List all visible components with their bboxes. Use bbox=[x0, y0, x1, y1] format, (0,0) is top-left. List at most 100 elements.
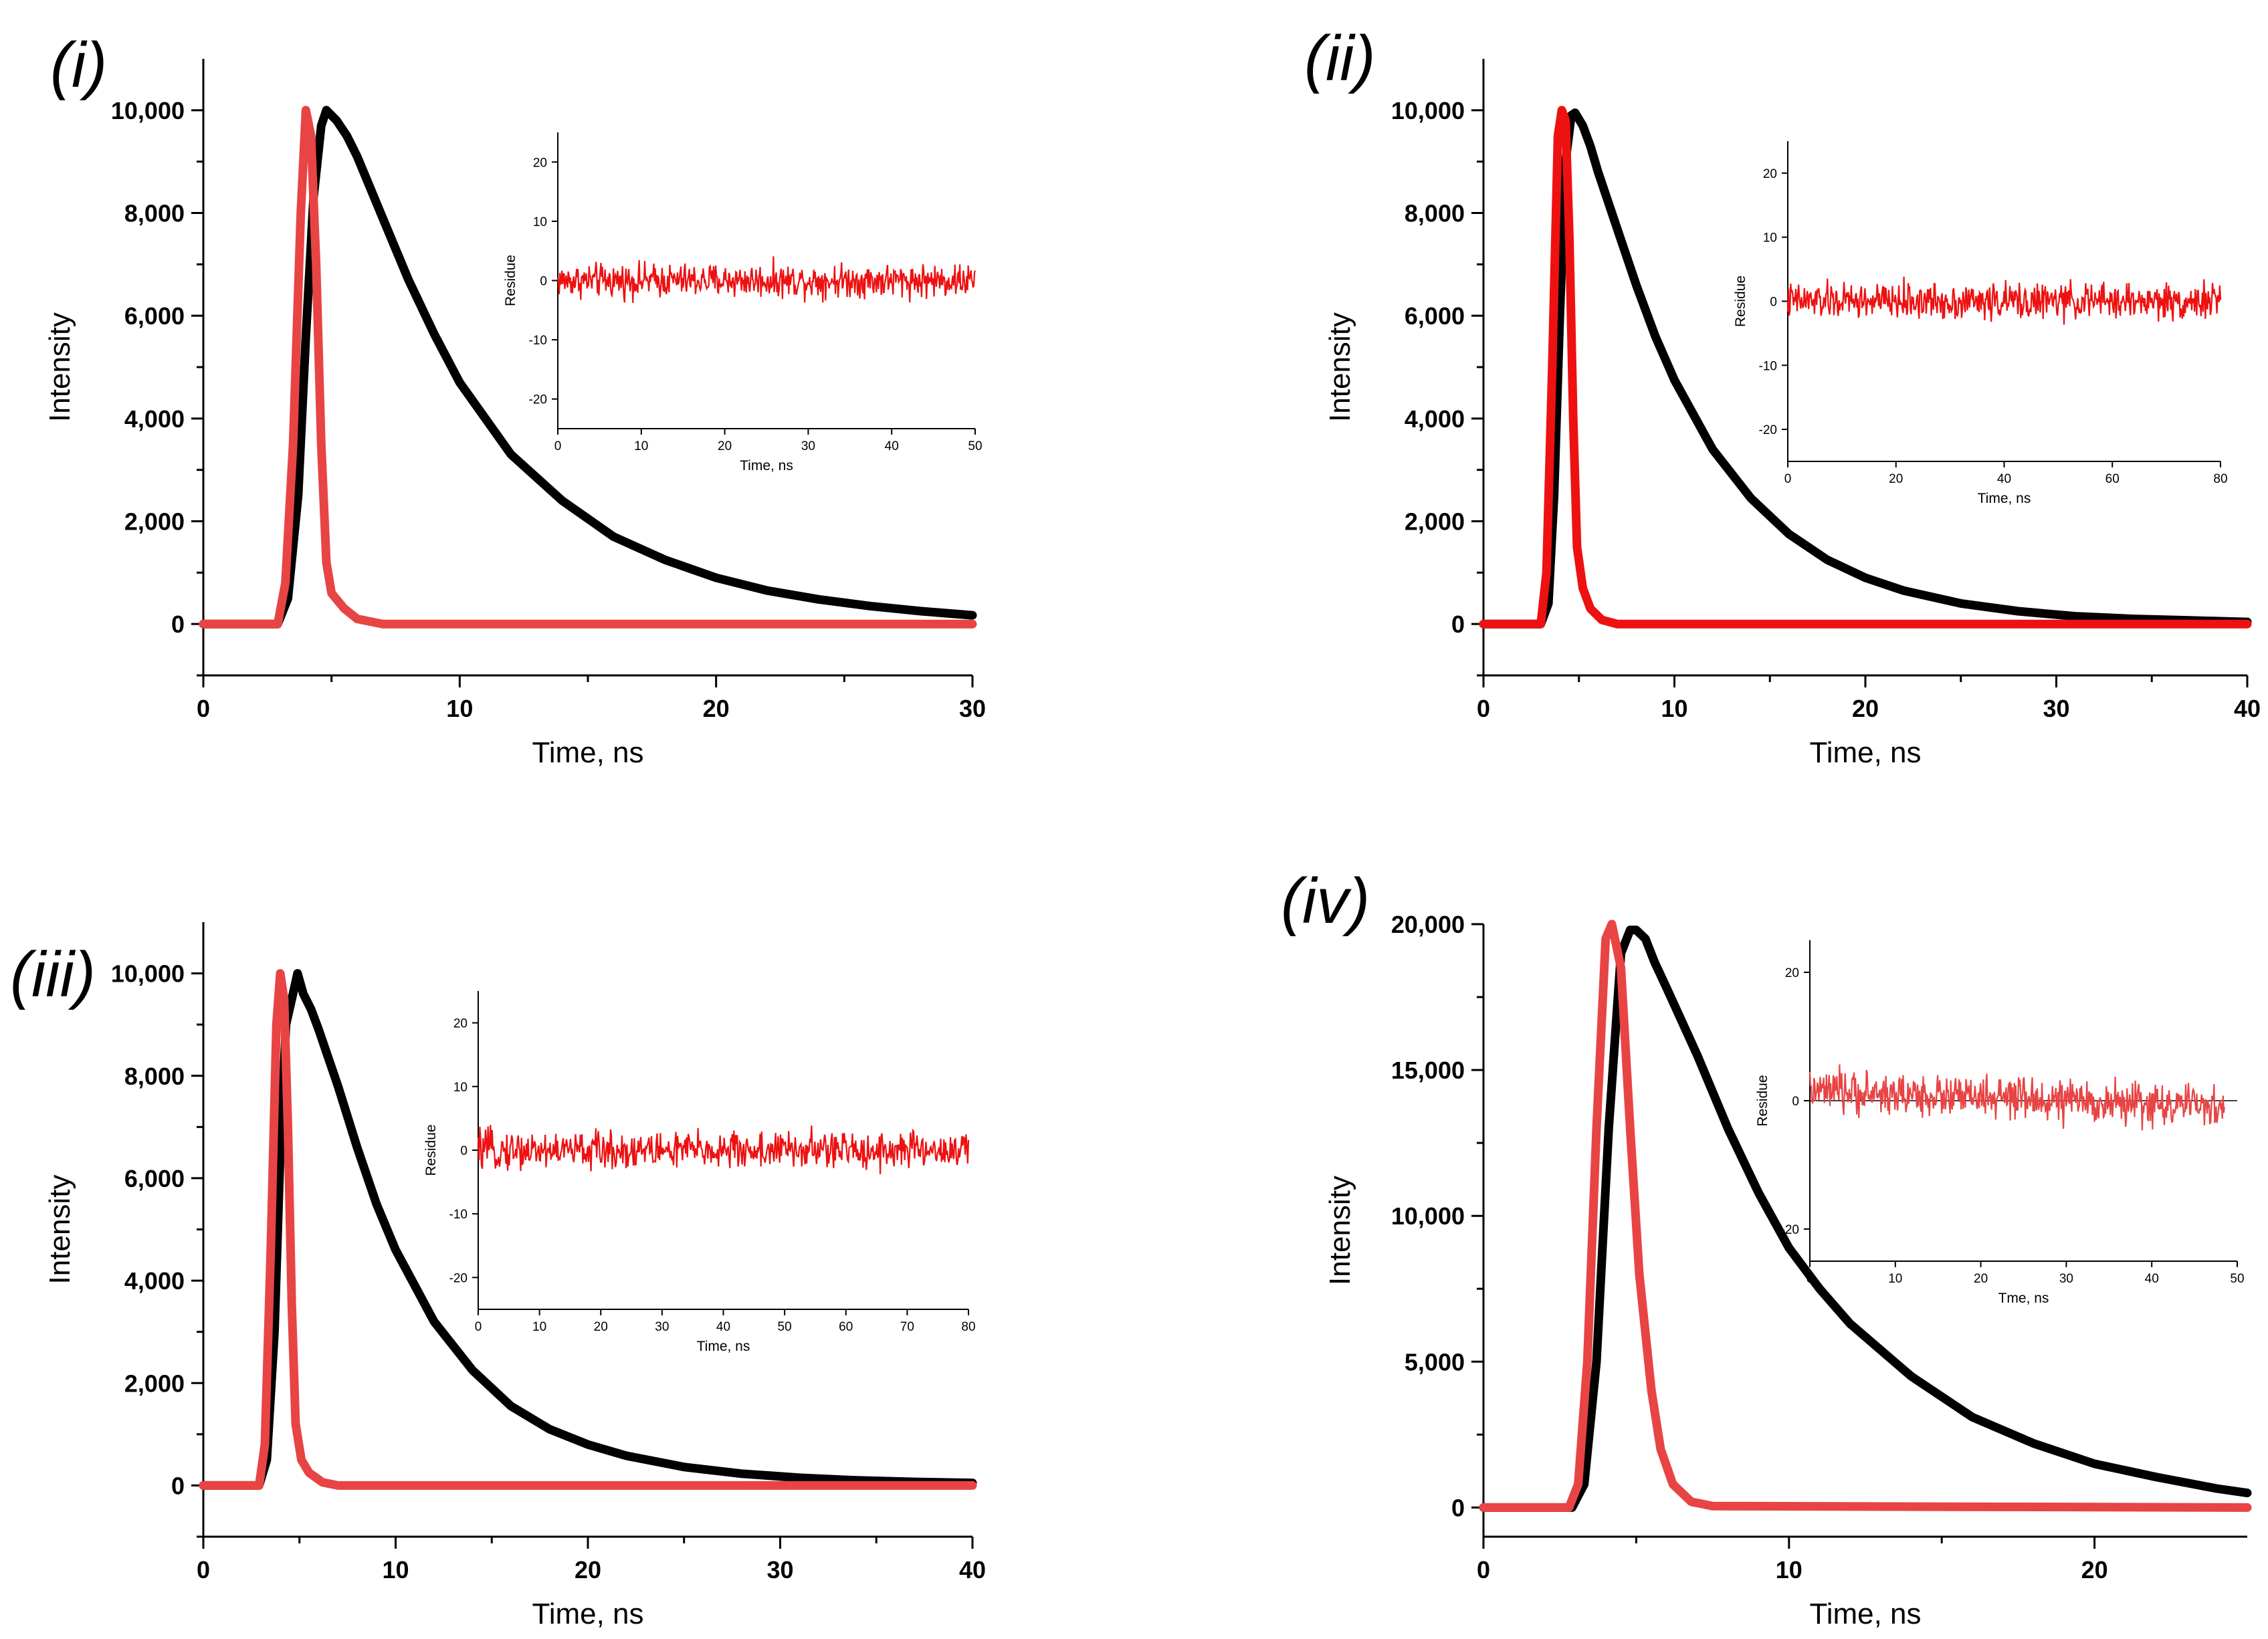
series-line-irf bbox=[1479, 919, 2252, 1512]
inset-residual-plot: -20 -10 0 10 20 0 10 20 30 40 50 Time, ns Residue bbox=[503, 132, 983, 473]
inset-x-tick-label: 20 bbox=[594, 1320, 608, 1334]
y-tick-label: 0 bbox=[171, 1472, 185, 1499]
x-tick-label: 20 bbox=[1852, 695, 1879, 722]
inset-y-tick-label: -20 bbox=[1759, 423, 1777, 437]
y-tick-label: 10,000 bbox=[1391, 1202, 1465, 1230]
x-tick-label: 10 bbox=[382, 1556, 409, 1583]
y-axis-title: Intensity bbox=[1324, 312, 1356, 422]
inset-y-tick-label: 20 bbox=[533, 156, 547, 170]
x-tick-label: 20 bbox=[2081, 1556, 2108, 1583]
inset-x-tick-label: 40 bbox=[1997, 472, 2011, 486]
panel-label: (i) bbox=[50, 29, 107, 101]
y-tick-label: 8,000 bbox=[1405, 200, 1465, 227]
inset-y-tick-label: 10 bbox=[453, 1081, 468, 1095]
chart-panel-1: 0 2,000 4,000 6,000 8,000 10,000 0 10 20 30 Time, … bbox=[43, 29, 986, 769]
inset-x-axis-title: Time, ns bbox=[740, 458, 793, 473]
y-axis-title: Intensity bbox=[1324, 1176, 1356, 1285]
y-axis-title: Intensity bbox=[43, 1175, 76, 1285]
inset-x-tick-label: 80 bbox=[2213, 472, 2227, 486]
inset-x-tick-label: 10 bbox=[532, 1320, 546, 1334]
chart-panel-2: 0 2,000 4,000 6,000 8,000 10,000 0 10 20 30 40 Time… bbox=[1304, 23, 2261, 769]
chart-panel-3: 0 2,000 4,000 6,000 8,000 10,000 0 10 20 30 40 Time… bbox=[10, 922, 986, 1630]
inset-residual-plot: -20 -10 0 10 20 0 10 20 30 40 50 60 70 80 Time, ns Resi… bbox=[423, 991, 976, 1354]
y-tick-label: 0 bbox=[1451, 1494, 1465, 1521]
inset-x-axis-title: Time, ns bbox=[1978, 491, 2031, 506]
x-axis-title: Time, ns bbox=[532, 736, 643, 769]
x-tick-label: 40 bbox=[959, 1556, 986, 1583]
inset-residual-trace bbox=[1809, 1064, 2225, 1131]
inset-x-tick-label: 60 bbox=[839, 1320, 853, 1334]
y-tick-label: 2,000 bbox=[1405, 508, 1465, 536]
inset-x-tick-label: 40 bbox=[2145, 1272, 2159, 1286]
y-tick-label: 8,000 bbox=[124, 200, 185, 227]
inset-x-tick-label: 70 bbox=[900, 1320, 914, 1334]
inset-x-tick-label: 10 bbox=[634, 439, 648, 453]
x-axis-title: Time, ns bbox=[1809, 1598, 1921, 1630]
inset-residual-trace bbox=[556, 256, 976, 304]
y-tick-label: 5,000 bbox=[1405, 1348, 1465, 1376]
inset-x-tick-label: 0 bbox=[1807, 1272, 1814, 1286]
inset-y-axis-title: Residue bbox=[423, 1124, 439, 1176]
series-line-irf bbox=[1479, 106, 2252, 629]
inset-y-tick-label: 0 bbox=[1792, 1095, 1799, 1109]
inset-x-axis-title: Time, ns bbox=[697, 1339, 750, 1354]
inset-y-tick-label: 0 bbox=[460, 1144, 468, 1158]
inset-x-tick-label: 50 bbox=[778, 1320, 792, 1334]
inset-x-tick-label: 40 bbox=[716, 1320, 730, 1334]
x-tick-label: 0 bbox=[197, 1556, 210, 1583]
y-tick-label: 8,000 bbox=[124, 1063, 185, 1090]
x-tick-label: 10 bbox=[1776, 1556, 1802, 1583]
y-tick-label: 4,000 bbox=[124, 405, 185, 433]
inset-y-tick-label: 10 bbox=[1763, 231, 1777, 245]
panel-label: (iii) bbox=[10, 939, 96, 1010]
inset-y-tick-label: 0 bbox=[540, 275, 547, 289]
inset-y-tick-label: -10 bbox=[449, 1208, 468, 1222]
inset-residual-trace bbox=[477, 1125, 970, 1174]
inset-residual-plot: -20 0 20 0 10 20 30 40 50 Tme, ns Residue bbox=[1755, 940, 2245, 1306]
inset-x-tick-label: 50 bbox=[2230, 1272, 2244, 1286]
y-tick-label: 10,000 bbox=[1391, 97, 1465, 124]
y-tick-label: 0 bbox=[1451, 611, 1465, 638]
x-tick-label: 0 bbox=[197, 695, 210, 722]
inset-x-tick-label: 0 bbox=[554, 439, 562, 453]
inset-y-tick-label: -20 bbox=[449, 1271, 468, 1285]
inset-x-tick-label: 80 bbox=[961, 1320, 975, 1334]
y-tick-label: 2,000 bbox=[124, 1370, 185, 1397]
x-tick-label: 30 bbox=[2043, 695, 2069, 722]
y-tick-label: 4,000 bbox=[124, 1267, 185, 1295]
inset-y-tick-label: 0 bbox=[1770, 296, 1777, 310]
inset-x-tick-label: 60 bbox=[2105, 472, 2120, 486]
panel-label: (iv) bbox=[1281, 865, 1370, 937]
inset-residual-trace bbox=[1786, 276, 2222, 325]
inset-x-axis-title: Tme, ns bbox=[1998, 1291, 2049, 1306]
x-tick-label: 20 bbox=[575, 1556, 601, 1583]
inset-x-tick-label: 20 bbox=[1889, 472, 1903, 486]
y-tick-label: 6,000 bbox=[124, 302, 185, 330]
y-tick-label: 0 bbox=[171, 611, 185, 638]
y-tick-label: 6,000 bbox=[124, 1165, 185, 1192]
y-tick-label: 6,000 bbox=[1405, 302, 1465, 330]
inset-y-tick-label: 20 bbox=[1785, 966, 1799, 980]
inset-y-tick-label: 20 bbox=[1763, 167, 1777, 181]
series-line-decay bbox=[199, 106, 977, 629]
x-tick-label: 10 bbox=[1661, 695, 1687, 722]
series-line-decay bbox=[1479, 925, 2252, 1512]
inset-y-tick-label: 20 bbox=[453, 1017, 468, 1031]
y-tick-label: 10,000 bbox=[111, 97, 185, 124]
inset-y-tick-label: -20 bbox=[529, 393, 547, 407]
y-tick-label: 20,000 bbox=[1391, 911, 1465, 938]
inset-x-tick-label: 20 bbox=[718, 439, 732, 453]
inset-y-tick-label: -10 bbox=[1759, 359, 1777, 373]
inset-y-axis-title: Residue bbox=[503, 255, 518, 306]
series-line-irf bbox=[199, 969, 977, 1490]
inset-x-tick-label: 50 bbox=[968, 439, 982, 453]
inset-y-axis-title: Residue bbox=[1733, 276, 1748, 327]
inset-x-tick-label: 20 bbox=[1974, 1272, 1988, 1286]
x-tick-label: 20 bbox=[703, 695, 730, 722]
y-tick-label: 15,000 bbox=[1391, 1057, 1465, 1084]
x-tick-label: 30 bbox=[959, 695, 986, 722]
series-line-decay bbox=[199, 969, 977, 1490]
inset-x-tick-label: 30 bbox=[655, 1320, 669, 1334]
inset-y-tick-label: -10 bbox=[529, 334, 547, 348]
